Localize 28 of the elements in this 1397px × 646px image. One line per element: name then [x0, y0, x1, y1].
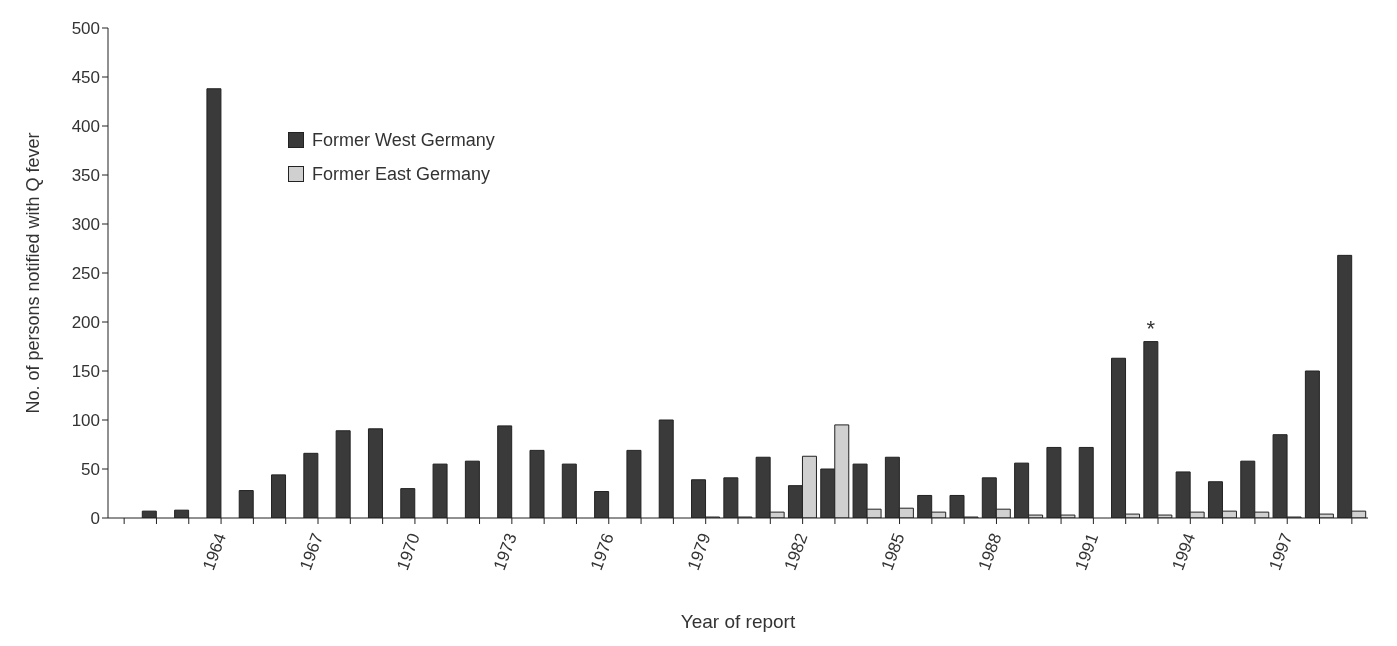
- y-tick-label: 400: [71, 117, 100, 137]
- y-tick-label: 450: [71, 68, 100, 88]
- y-tick-label: 150: [71, 362, 100, 382]
- y-tick-label: 350: [71, 166, 100, 186]
- x-tick-label: 1985: [877, 530, 909, 573]
- y-tick-label: 200: [71, 313, 100, 333]
- y-tick-label: 300: [71, 215, 100, 235]
- x-tick-label: 1973: [489, 530, 521, 573]
- x-tick-label: 1970: [393, 530, 424, 573]
- y-axis-title: No. of persons notified with Q fever: [23, 132, 44, 414]
- x-tick-label: 1982: [780, 530, 812, 573]
- x-tick-label: 1979: [683, 530, 715, 573]
- x-tick-label: 1964: [199, 530, 230, 573]
- x-tick-label: 1988: [974, 530, 1006, 573]
- x-tick-label: 1976: [586, 530, 618, 573]
- data-label: *: [1146, 315, 1156, 341]
- y-tick-label: 500: [71, 19, 100, 39]
- x-tick-label: 1994: [1168, 530, 1200, 573]
- x-tick-label: 1991: [1071, 530, 1103, 573]
- legend-label: Former West Germany: [312, 129, 495, 152]
- y-tick-label: 100: [71, 411, 100, 431]
- x-tick-label: 1997: [1265, 530, 1297, 573]
- y-tick-label: 50: [81, 460, 100, 480]
- y-tick-label: 0: [90, 509, 100, 529]
- x-tick-label: 1967: [296, 530, 327, 573]
- x-axis-title: Year of report: [680, 611, 796, 632]
- y-tick-label: 250: [71, 264, 100, 284]
- legend-label: Former East Germany: [312, 163, 491, 186]
